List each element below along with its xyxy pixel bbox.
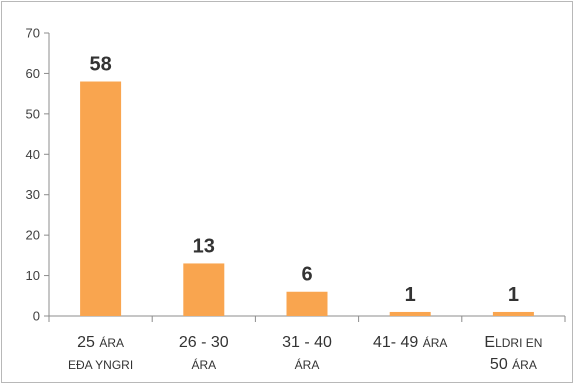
data-label: 6 [301, 264, 312, 286]
data-label: 13 [193, 235, 215, 257]
y-tick-label: 50 [26, 106, 40, 121]
category-label-part: E [484, 334, 495, 351]
y-tick-label: 30 [26, 187, 40, 202]
category-label: 25 ÁRA [77, 334, 124, 351]
data-label: 1 [405, 284, 416, 306]
category-label: 41- 49 ÁRA [373, 334, 448, 351]
data-label: 58 [89, 54, 111, 76]
bar [286, 291, 328, 316]
category-label-part: 26 - 30 [179, 334, 229, 351]
category-label-part: ÁRA [512, 357, 537, 372]
category-label: ÁRA [191, 357, 216, 372]
category-label-part: ÁRA [99, 335, 124, 350]
data-labels: 58 13 6 1 1 [89, 54, 518, 306]
category-label-part: EÐA YNGRI [68, 358, 133, 372]
y-tick-label: 60 [26, 66, 40, 81]
bar [80, 81, 122, 316]
category-label: 26 - 30 [179, 334, 229, 351]
bar [389, 311, 431, 316]
category-label-part: 25 [77, 334, 99, 351]
bar [492, 311, 534, 316]
y-tick-label: 70 [26, 26, 40, 41]
category-label: ELDRI EN [484, 334, 542, 351]
bars [80, 81, 534, 316]
data-label: 1 [508, 284, 519, 306]
category-label-part: 50 [490, 356, 512, 373]
category-label-part: ÁRA [191, 357, 216, 372]
y-tick-label: 10 [26, 268, 40, 283]
y-axis-ticks: 0 10 20 30 40 50 60 70 [26, 26, 49, 324]
category-label: 50 ÁRA [490, 356, 537, 373]
bar [183, 263, 225, 316]
category-label-part: ÁRA [295, 357, 320, 372]
category-label-part: 41- 49 [373, 334, 423, 351]
category-label: ÁRA [295, 357, 320, 372]
y-tick-label: 0 [33, 309, 40, 324]
y-tick-label: 20 [26, 228, 40, 243]
category-label-part: LDRI EN [495, 336, 542, 350]
y-tick-label: 40 [26, 147, 40, 162]
category-label-part: 31 - 40 [282, 334, 332, 351]
category-label-part: ÁRA [423, 335, 448, 350]
category-label: 31 - 40 [282, 334, 332, 351]
category-label: EÐA YNGRI [68, 358, 133, 372]
